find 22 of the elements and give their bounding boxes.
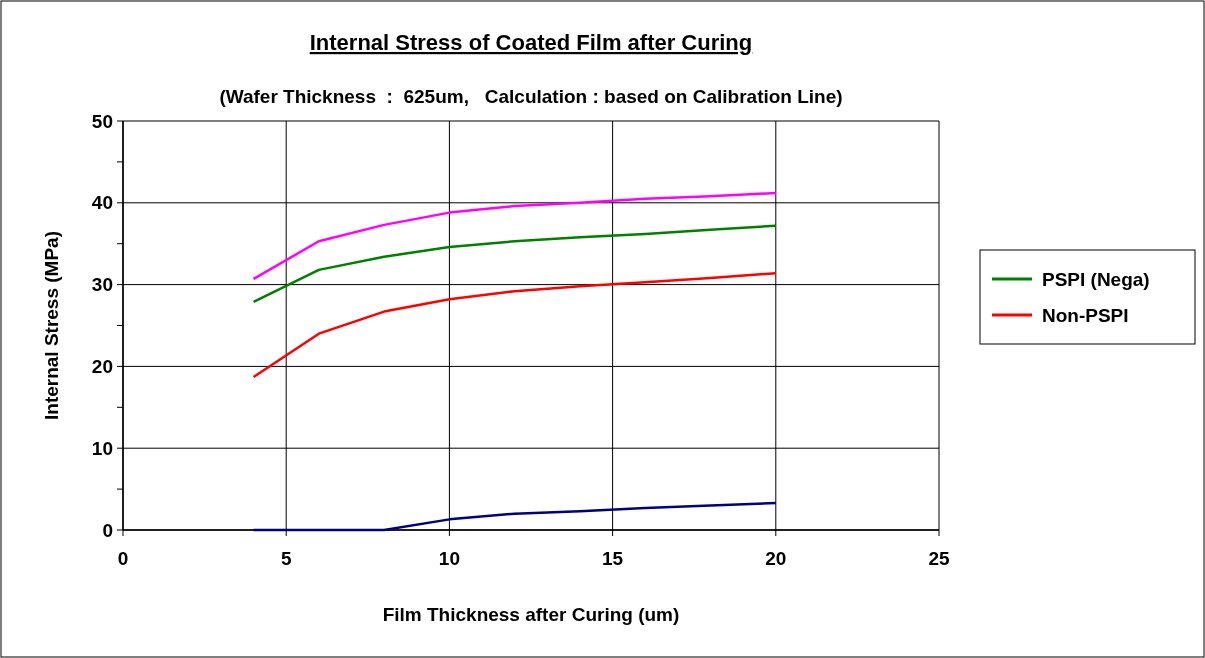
y-tick-label: 20 bbox=[91, 356, 113, 378]
x-tick-label: 0 bbox=[117, 548, 129, 569]
y-tick-label: 0 bbox=[102, 519, 113, 541]
y-axis-title: Internal Stress (MPa) bbox=[41, 231, 62, 420]
legend-label: PSPI (Nega) bbox=[1042, 268, 1150, 290]
chart-subtitle: (Wafer Thickness : 625um, Calculation : based on Calibration Line) bbox=[219, 86, 843, 107]
line-series bbox=[252, 271, 778, 379]
y-tick-label: 10 bbox=[91, 437, 113, 459]
legend-label: Non-PSPI bbox=[1042, 304, 1129, 326]
x-tick-label: 25 bbox=[928, 548, 950, 569]
y-tick-label: 50 bbox=[91, 110, 113, 132]
y-tick-label: 40 bbox=[91, 192, 113, 214]
x-tick-label: 20 bbox=[765, 548, 787, 569]
x-tick-label: 10 bbox=[438, 548, 460, 569]
x-tick-label: 15 bbox=[602, 548, 624, 569]
line-series bbox=[252, 501, 778, 532]
chart-title: Internal Stress of Coated Film after Curing bbox=[309, 30, 753, 55]
x-tick-label: 5 bbox=[280, 548, 292, 569]
y-tick-label: 30 bbox=[91, 274, 113, 296]
line-series bbox=[252, 224, 778, 304]
line-series bbox=[252, 191, 778, 281]
x-axis-title: Film Thickness after Curing (um) bbox=[382, 604, 680, 625]
